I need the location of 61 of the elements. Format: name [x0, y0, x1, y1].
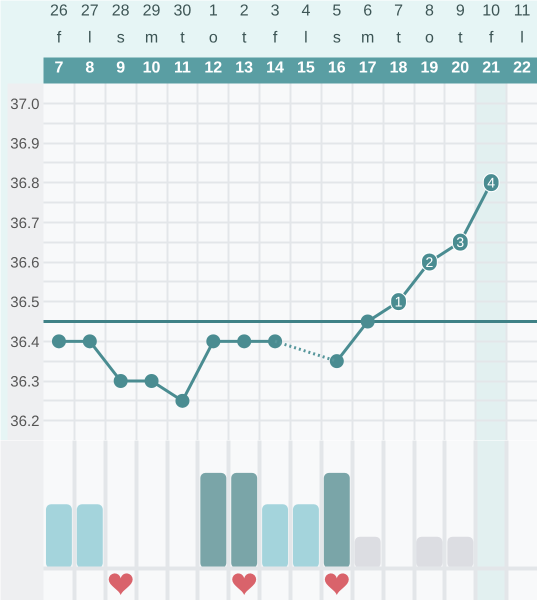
- x-tick-label: 3: [270, 2, 280, 20]
- x2-tick-label: 16: [328, 60, 346, 76]
- x2-tick-label: 19: [420, 60, 438, 76]
- x2-tick-label: 20: [451, 60, 470, 76]
- y-tick-label: 37.0: [10, 96, 40, 113]
- x-tick-label: 7: [394, 2, 404, 20]
- x2-tick-label: 7: [54, 60, 64, 76]
- text: m: [144, 30, 158, 46]
- text: s: [116, 30, 125, 46]
- x2-tick-label: 11: [174, 60, 191, 76]
- x-tick-label: 5: [332, 2, 342, 20]
- x-tick-label: 26: [50, 2, 68, 20]
- y-tick-label: 36.6: [10, 254, 40, 272]
- x-tick-label: 28: [112, 2, 130, 20]
- y-tick-label: 36.4: [10, 334, 40, 351]
- annotation: 1: [394, 294, 403, 310]
- annotation: 3: [456, 234, 464, 250]
- x2-tick-label: 17: [358, 60, 377, 76]
- text: f: [272, 30, 278, 46]
- x-tick-label: 1: [208, 2, 218, 20]
- x-tick-label: 6: [363, 2, 372, 20]
- x-tick-label: 4: [301, 2, 310, 20]
- x-tick-label: 2: [240, 2, 249, 20]
- x2-tick-label: 18: [390, 60, 408, 76]
- text: l: [88, 30, 92, 46]
- text: t: [396, 30, 402, 46]
- text: o: [424, 30, 434, 46]
- annotation: 2: [426, 254, 434, 270]
- x2-tick-label: 22: [513, 60, 532, 76]
- text: t: [458, 30, 464, 46]
- x2-tick-label: 12: [204, 60, 222, 76]
- x2-tick-label: 13: [235, 60, 254, 76]
- text: f: [488, 30, 494, 46]
- x2-tick-label: 21: [482, 60, 500, 76]
- text: l: [304, 30, 308, 46]
- y-tick-label: 36.8: [10, 175, 40, 192]
- y-tick-label: 36.5: [10, 294, 40, 312]
- x-tick-label: 10: [482, 2, 500, 20]
- x-tick-label: 27: [80, 2, 99, 20]
- text: f: [56, 30, 62, 46]
- y-tick-label: 36.9: [10, 136, 40, 152]
- x-tick-label: 30: [174, 2, 192, 20]
- text: l: [520, 30, 524, 46]
- y-tick-label: 36.7: [10, 214, 40, 232]
- x2-tick-label: 8: [85, 60, 94, 76]
- text: t: [242, 30, 247, 46]
- x-tick-label: 29: [142, 2, 161, 20]
- text: s: [332, 30, 341, 46]
- x2-tick-label: 10: [142, 60, 161, 76]
- x-tick-label: 9: [456, 2, 465, 20]
- x2-tick-label: 9: [116, 60, 126, 76]
- text: m: [361, 30, 374, 46]
- x-tick-label: 8: [424, 2, 434, 20]
- text: t: [180, 30, 186, 46]
- text: o: [208, 30, 218, 46]
- x2-tick-label: 14: [266, 60, 284, 76]
- y-tick-label: 36.2: [10, 413, 40, 430]
- x-tick-label: 11: [514, 2, 530, 20]
- annotation: 4: [487, 174, 496, 191]
- x2-tick-label: 15: [297, 60, 315, 76]
- y-tick-label: 36.3: [10, 374, 40, 390]
